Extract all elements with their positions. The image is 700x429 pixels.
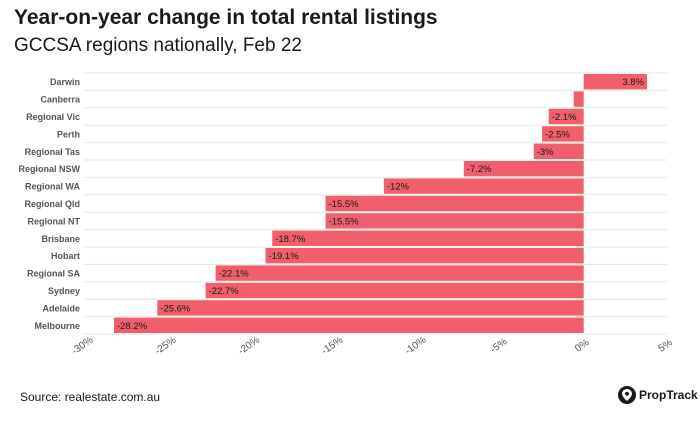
- data-label: -2.1%: [552, 112, 577, 123]
- x-tick-label: -5%: [489, 336, 510, 355]
- bar: [542, 126, 584, 142]
- data-label: -19.1%: [269, 251, 300, 262]
- bar: [272, 230, 584, 246]
- bar: [157, 300, 584, 316]
- data-label: -2.5%: [545, 129, 570, 140]
- bar: [265, 248, 584, 264]
- data-label: -15.5%: [329, 199, 360, 210]
- category-label: Brisbane: [41, 234, 80, 244]
- bar: [383, 178, 584, 194]
- bar: [113, 317, 584, 333]
- data-label: -28.2%: [117, 321, 148, 332]
- category-label: Regional Vic: [26, 112, 80, 122]
- chart-title: Year-on-year change in total rental list…: [14, 6, 438, 29]
- data-label: -3%: [537, 147, 554, 158]
- bar: [205, 282, 584, 299]
- data-label: -25.6%: [160, 303, 191, 314]
- category-label: Melbourne: [34, 321, 80, 331]
- x-tick-label: -25%: [153, 335, 179, 357]
- x-tick-label: 5%: [656, 337, 674, 354]
- data-label: 3.8%: [622, 77, 644, 88]
- bar: [463, 161, 584, 177]
- category-label: Regional WA: [25, 182, 81, 192]
- data-label: -12%: [387, 182, 410, 193]
- bar: [583, 74, 648, 90]
- data-label: -22.1%: [219, 269, 250, 280]
- brand-logo: PropTrack: [618, 386, 698, 404]
- bar: [548, 108, 584, 125]
- x-tick-label: -30%: [70, 335, 96, 357]
- bar-chart: Darwin 3.8% Canberra Regional Vic -2.1% Perth…: [18, 72, 675, 357]
- x-tick-label: -15%: [320, 335, 346, 357]
- category-label: Sydney: [48, 286, 80, 296]
- data-label: -7.2%: [467, 164, 492, 175]
- x-tick-label: -10%: [403, 335, 429, 357]
- data-label: -18.7%: [275, 234, 306, 245]
- chart-subtitle: GCCSA regions nationally, Feb 22: [14, 35, 302, 56]
- bar: [533, 143, 584, 159]
- category-label: Hobart: [51, 251, 80, 261]
- x-tick-label: -20%: [236, 335, 262, 357]
- bar: [573, 91, 584, 107]
- brand-name: PropTrack: [639, 388, 698, 402]
- category-label: Adelaide: [42, 303, 80, 313]
- category-label: Darwin: [50, 77, 80, 87]
- data-label: -22.7%: [209, 286, 240, 297]
- bar: [325, 213, 584, 229]
- category-label: Perth: [57, 129, 80, 139]
- source-note: Source: realestate.com.au: [20, 390, 161, 404]
- category-label: Regional Tas: [25, 147, 80, 157]
- bar: [325, 195, 584, 212]
- category-label: Regional NT: [27, 216, 80, 226]
- category-label: Canberra: [40, 95, 81, 105]
- category-label: Regional SA: [27, 269, 81, 279]
- bar: [215, 265, 584, 281]
- category-label: Regional Qld: [24, 199, 80, 209]
- category-label: Regional NSW: [18, 164, 80, 174]
- data-label: -15.5%: [329, 216, 360, 227]
- proptrack-logo-icon: [618, 386, 636, 404]
- x-tick-label: 0%: [573, 337, 591, 354]
